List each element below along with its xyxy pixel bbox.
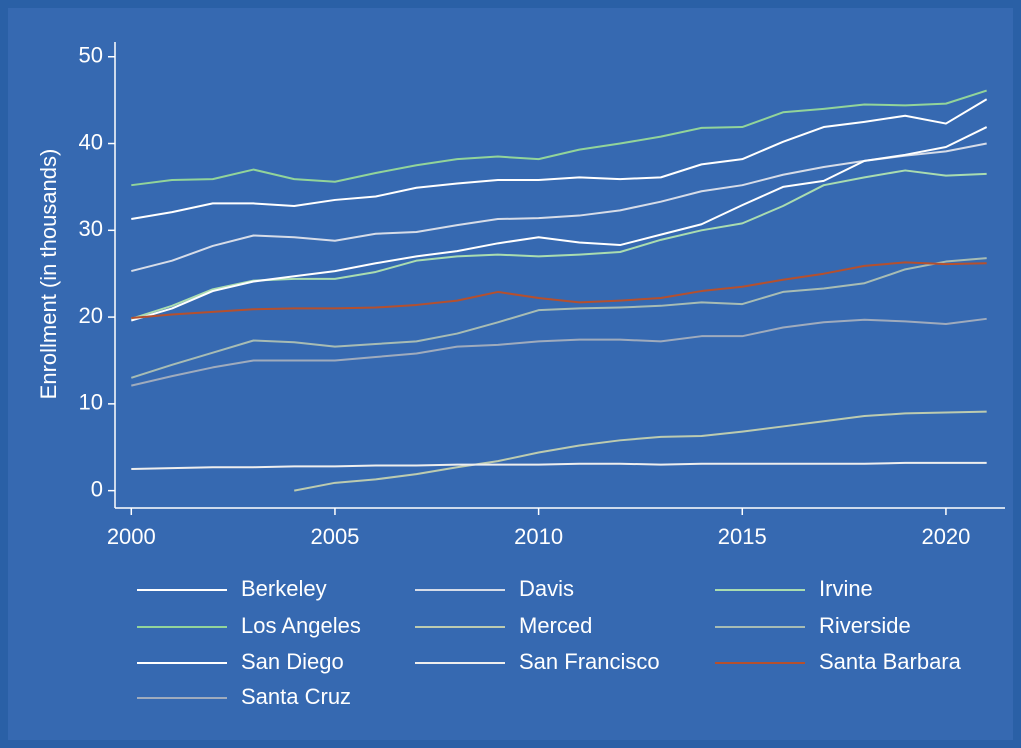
series-line: [294, 410, 987, 492]
x-tick-label: 2005: [310, 524, 359, 549]
y-tick-label: 10: [79, 390, 103, 415]
y-tick-label: 50: [79, 43, 103, 68]
x-tick-label: 2015: [718, 524, 767, 549]
x-tick-label: 2020: [921, 524, 970, 549]
series-line: [131, 89, 987, 187]
x-tick-label: 2010: [514, 524, 563, 549]
y-tick-label: 30: [79, 216, 103, 241]
legend-label: Irvine: [819, 576, 873, 601]
legend-label: Santa Cruz: [241, 684, 351, 709]
series-line: [130, 257, 987, 379]
series-line: [131, 261, 987, 319]
series-line: [131, 461, 987, 470]
legend-label: Santa Barbara: [819, 649, 962, 674]
legend-label: Berkeley: [241, 576, 327, 601]
legend-label: San Diego: [241, 649, 344, 674]
series-line: [131, 98, 988, 221]
y-tick-label: 40: [79, 129, 103, 154]
legend-label: Riverside: [819, 613, 911, 638]
legend-label: San Francisco: [519, 649, 660, 674]
chart-background: [8, 8, 1013, 740]
y-tick-label: 20: [79, 303, 103, 328]
legend-label: Merced: [519, 613, 592, 638]
x-tick-label: 2000: [107, 524, 156, 549]
y-axis-label: Enrollment (in thousands): [36, 149, 61, 400]
legend-label: Los Angeles: [241, 613, 361, 638]
series-line: [131, 126, 988, 322]
legend-label: Davis: [519, 576, 574, 601]
series-line: [131, 142, 987, 273]
y-tick-label: 0: [91, 476, 103, 501]
series-line: [131, 317, 987, 387]
